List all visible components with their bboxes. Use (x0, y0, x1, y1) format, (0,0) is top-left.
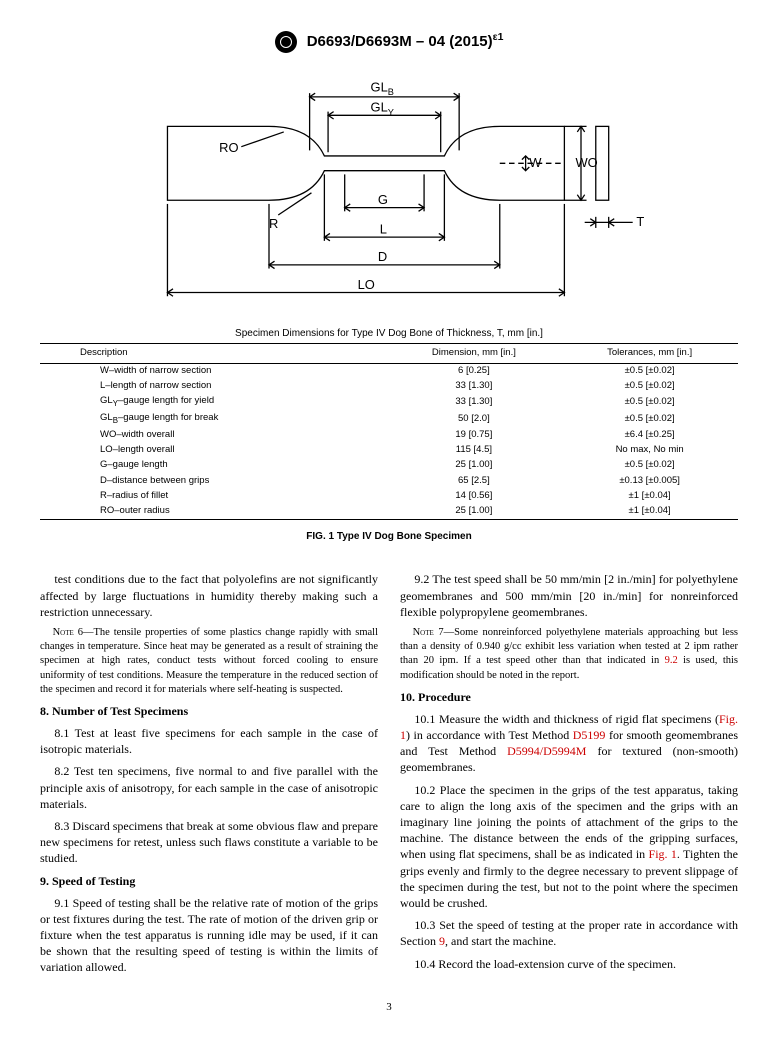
svg-text:L: L (380, 221, 387, 236)
note7-label: Note 7 (413, 627, 444, 638)
para-8-2: 8.2 Test ten specimens, five normal to a… (40, 763, 378, 812)
table-cell: 25 [1.00] (387, 504, 562, 520)
svg-text:WO: WO (575, 155, 597, 170)
table-row: RO–outer radius25 [1.00]±1 [±0.04] (40, 504, 738, 520)
table-cell: ±1 [±0.04] (561, 504, 738, 520)
table-cell: 33 [1.30] (387, 379, 562, 394)
table-row: D–distance between grips65 [2.5]±0.13 [±… (40, 473, 738, 488)
table-cell: GLY–gauge length for yield (40, 394, 387, 411)
table-cell: R–radius of fillet (40, 489, 387, 504)
page-number: 3 (40, 1000, 738, 1015)
table-row: WO–width overall19 [0.75]±6.4 [±0.25] (40, 428, 738, 443)
table-row: W–width of narrow section6 [0.25]±0.5 [±… (40, 363, 738, 379)
svg-text:GLY: GLY (371, 100, 394, 118)
spec-table-caption: Specimen Dimensions for Type IV Dog Bone… (40, 327, 738, 341)
table-cell: ±0.5 [±0.02] (561, 411, 738, 428)
table-row: GLB–gauge length for break50 [2.0]±0.5 [… (40, 411, 738, 428)
table-cell: W–width of narrow section (40, 363, 387, 379)
spec-col-1: Dimension, mm [in.] (387, 343, 562, 363)
heading-10: 10. Procedure (400, 689, 738, 705)
table-cell: ±0.5 [±0.02] (561, 458, 738, 473)
table-cell: ±6.4 [±0.25] (561, 428, 738, 443)
note-7: Note 7—Some nonreinforced polyethylene m… (400, 626, 738, 683)
table-cell: 50 [2.0] (387, 411, 562, 428)
note6-label: Note 6 (53, 627, 83, 638)
table-cell: 33 [1.30] (387, 394, 562, 411)
para-10-1: 10.1 Measure the width and thickness of … (400, 711, 738, 776)
heading-9: 9. Speed of Testing (40, 873, 378, 889)
svg-text:R: R (269, 216, 278, 231)
figure-1-diagram: W WO T RO R GLB GLY (40, 71, 738, 315)
d5994-ref[interactable]: D5994/D5994M (507, 744, 586, 758)
d5199-ref[interactable]: D5199 (573, 728, 606, 742)
note7-ref[interactable]: 9.2 (665, 655, 678, 666)
table-cell: 65 [2.5] (387, 473, 562, 488)
body-columns: test conditions due to the fact that pol… (40, 571, 738, 979)
astm-logo-icon (275, 31, 297, 53)
note6-text: —The tensile properties of some plastics… (40, 627, 378, 695)
table-cell: G–gauge length (40, 458, 387, 473)
table-cell: LO–length overall (40, 443, 387, 458)
table-cell: 115 [4.5] (387, 443, 562, 458)
svg-text:LO: LO (358, 277, 375, 292)
table-cell: L–length of narrow section (40, 379, 387, 394)
table-row: L–length of narrow section33 [1.30]±0.5 … (40, 379, 738, 394)
table-cell: 25 [1.00] (387, 458, 562, 473)
table-cell: No max, No min (561, 443, 738, 458)
spec-col-0: Description (40, 343, 387, 363)
para-10-2: 10.2 Place the specimen in the grips of … (400, 782, 738, 912)
para-9-2: 9.2 The test speed shall be 50 mm/min [2… (400, 571, 738, 620)
table-cell: ±0.5 [±0.02] (561, 379, 738, 394)
para-10-4: 10.4 Record the load-extension curve of … (400, 956, 738, 972)
table-cell: WO–width overall (40, 428, 387, 443)
para-10-3: 10.3 Set the speed of testing at the pro… (400, 917, 738, 949)
para-8-3: 8.3 Discard specimens that break at some… (40, 818, 378, 867)
fig1-ref-b[interactable]: Fig. 1 (649, 847, 677, 861)
designation: D6693/D6693M – 04 (2015) (307, 33, 493, 50)
table-row: G–gauge length25 [1.00]±0.5 [±0.02] (40, 458, 738, 473)
table-cell: 19 [0.75] (387, 428, 562, 443)
note-mark: ε1 (493, 31, 504, 43)
note-6: Note 6—The tensile properties of some pl… (40, 626, 378, 697)
svg-text:G: G (378, 192, 388, 207)
svg-text:RO: RO (219, 140, 238, 155)
svg-text:GLB: GLB (371, 79, 394, 97)
spec-table: Description Dimension, mm [in.] Toleranc… (40, 343, 738, 520)
table-cell: RO–outer radius (40, 504, 387, 520)
svg-text:D: D (378, 249, 387, 264)
table-cell: GLB–gauge length for break (40, 411, 387, 428)
table-cell: ±1 [±0.04] (561, 489, 738, 504)
spec-col-2: Tolerances, mm [in.] (561, 343, 738, 363)
para-9-1: 9.1 Speed of testing shall be the relati… (40, 895, 378, 976)
svg-text:W: W (529, 155, 542, 170)
table-row: GLY–gauge length for yield33 [1.30]±0.5 … (40, 394, 738, 411)
para-continuation: test conditions due to the fact that pol… (40, 571, 378, 620)
svg-text:T: T (636, 214, 644, 229)
table-cell: 14 [0.56] (387, 489, 562, 504)
figure-1-caption: FIG. 1 Type IV Dog Bone Specimen (40, 530, 738, 544)
table-row: R–radius of fillet14 [0.56]±1 [±0.04] (40, 489, 738, 504)
table-cell: ±0.5 [±0.02] (561, 363, 738, 379)
table-cell: ±0.13 [±0.005] (561, 473, 738, 488)
doc-header: D6693/D6693M – 04 (2015)ε1 (40, 30, 738, 53)
table-cell: D–distance between grips (40, 473, 387, 488)
table-cell: ±0.5 [±0.02] (561, 394, 738, 411)
para-8-1: 8.1 Test at least five specimens for eac… (40, 725, 378, 757)
heading-8: 8. Number of Test Specimens (40, 703, 378, 719)
table-row: LO–length overall115 [4.5]No max, No min (40, 443, 738, 458)
table-cell: 6 [0.25] (387, 363, 562, 379)
